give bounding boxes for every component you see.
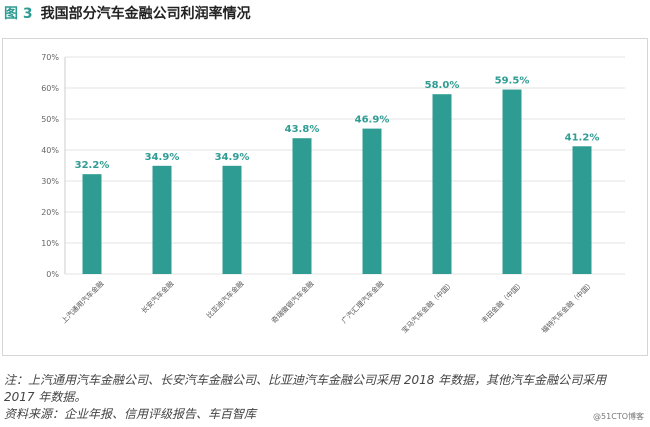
category-label-5: 宝马汽车金融（中国）	[400, 279, 456, 335]
profit-margin-bar-chart: 0% 10% 20% 30% 40% 50% 60% 70% 32.2% 34.9% 34.9% 4…	[41, 53, 625, 335]
bar-4	[362, 128, 382, 274]
y-tick-label-30: 30%	[41, 177, 59, 186]
x-axis-categories: 上汽通用汽车金融 长安汽车金融 比亚迪汽车金融 奇瑞徽银汽车金融 广汽汇理汽车金融 宝马汽…	[59, 279, 595, 335]
y-tick-label-70: 70%	[41, 53, 59, 62]
figure-label: 图 3	[4, 6, 33, 22]
source-note: 资料来源：企业年报、信用评级报告、车百智库	[4, 407, 257, 421]
bar-0	[82, 174, 102, 274]
chart-panel: 0% 10% 20% 30% 40% 50% 60% 70% 32.2% 34.9% 34.9% 4…	[2, 38, 648, 356]
bar-1	[152, 165, 172, 274]
note-line-2: 2017 年数据。	[4, 390, 87, 404]
note-line-1: 注：上汽通用汽车金融公司、长安汽车金融公司、比亚迪汽车金融公司采用 2018 年…	[4, 373, 607, 387]
figure-title: 图 3 我国部分汽车金融公司利润率情况	[4, 4, 251, 24]
watermark: @51CTO博客	[593, 412, 644, 421]
category-label-2: 比亚迪汽车金融	[204, 279, 245, 320]
y-tick-label-60: 60%	[41, 84, 59, 93]
bar-2	[222, 165, 242, 274]
y-tick-label-0: 0%	[46, 270, 59, 279]
bar-7	[572, 146, 592, 274]
data-label-4: 46.9%	[355, 115, 390, 126]
grid-layer	[65, 56, 625, 275]
data-labels: 32.2% 34.9% 34.9% 43.8% 46.9% 58.0% 59.5% 41.2%	[75, 76, 600, 172]
category-label-4: 广汽汇理汽车金融	[339, 279, 385, 325]
y-tick-label-10: 10%	[41, 239, 59, 248]
category-label-7: 福特汽车金融（中国）	[540, 279, 596, 335]
data-label-3: 43.8%	[285, 124, 320, 135]
data-label-5: 58.0%	[425, 80, 460, 91]
category-label-0: 上汽通用汽车金融	[59, 279, 105, 325]
y-tick-label-50: 50%	[41, 115, 59, 124]
data-label-0: 32.2%	[75, 160, 110, 171]
data-label-2: 34.9%	[215, 152, 250, 163]
bar-6	[502, 89, 522, 274]
bar-series	[82, 89, 592, 274]
bar-3	[292, 138, 312, 274]
data-label-1: 34.9%	[145, 152, 180, 163]
data-label-6: 59.5%	[495, 76, 530, 87]
y-tick-label-40: 40%	[41, 146, 59, 155]
bar-5	[432, 94, 452, 274]
data-label-7: 41.2%	[565, 132, 600, 143]
category-label-3: 奇瑞徽银汽车金融	[269, 279, 315, 325]
figure-title-text: 我国部分汽车金融公司利润率情况	[40, 6, 251, 22]
category-label-1: 长安汽车金融	[139, 279, 175, 315]
y-tick-label-20: 20%	[41, 208, 59, 217]
category-label-6: 丰田金融（中国）	[479, 279, 525, 325]
y-axis: 0% 10% 20% 30% 40% 50% 60% 70%	[41, 53, 66, 279]
